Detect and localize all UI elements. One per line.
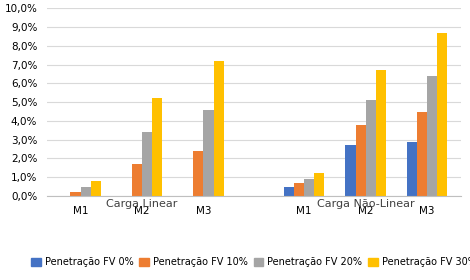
Bar: [366, 100, 376, 196]
Bar: [355, 125, 366, 196]
Bar: [437, 33, 447, 196]
Bar: [284, 186, 294, 196]
Bar: [204, 110, 213, 196]
Bar: [152, 99, 162, 196]
Bar: [132, 164, 142, 196]
Bar: [417, 112, 427, 196]
Bar: [345, 145, 355, 196]
Bar: [70, 192, 80, 196]
Bar: [314, 174, 324, 196]
Bar: [304, 179, 314, 196]
Bar: [294, 183, 304, 196]
Bar: [376, 70, 386, 196]
Bar: [142, 132, 152, 196]
Bar: [427, 76, 437, 196]
Legend: Penetração FV 0%, Penetração FV 10%, Penetração FV 20%, Penetração FV 30%: Penetração FV 0%, Penetração FV 10%, Pen…: [27, 253, 470, 271]
Bar: [213, 61, 224, 196]
Bar: [91, 181, 101, 196]
Bar: [407, 142, 417, 196]
Text: Carga Não-Linear: Carga Não-Linear: [317, 199, 415, 209]
Text: Carga Linear: Carga Linear: [106, 199, 178, 209]
Bar: [80, 186, 91, 196]
Bar: [194, 151, 204, 196]
